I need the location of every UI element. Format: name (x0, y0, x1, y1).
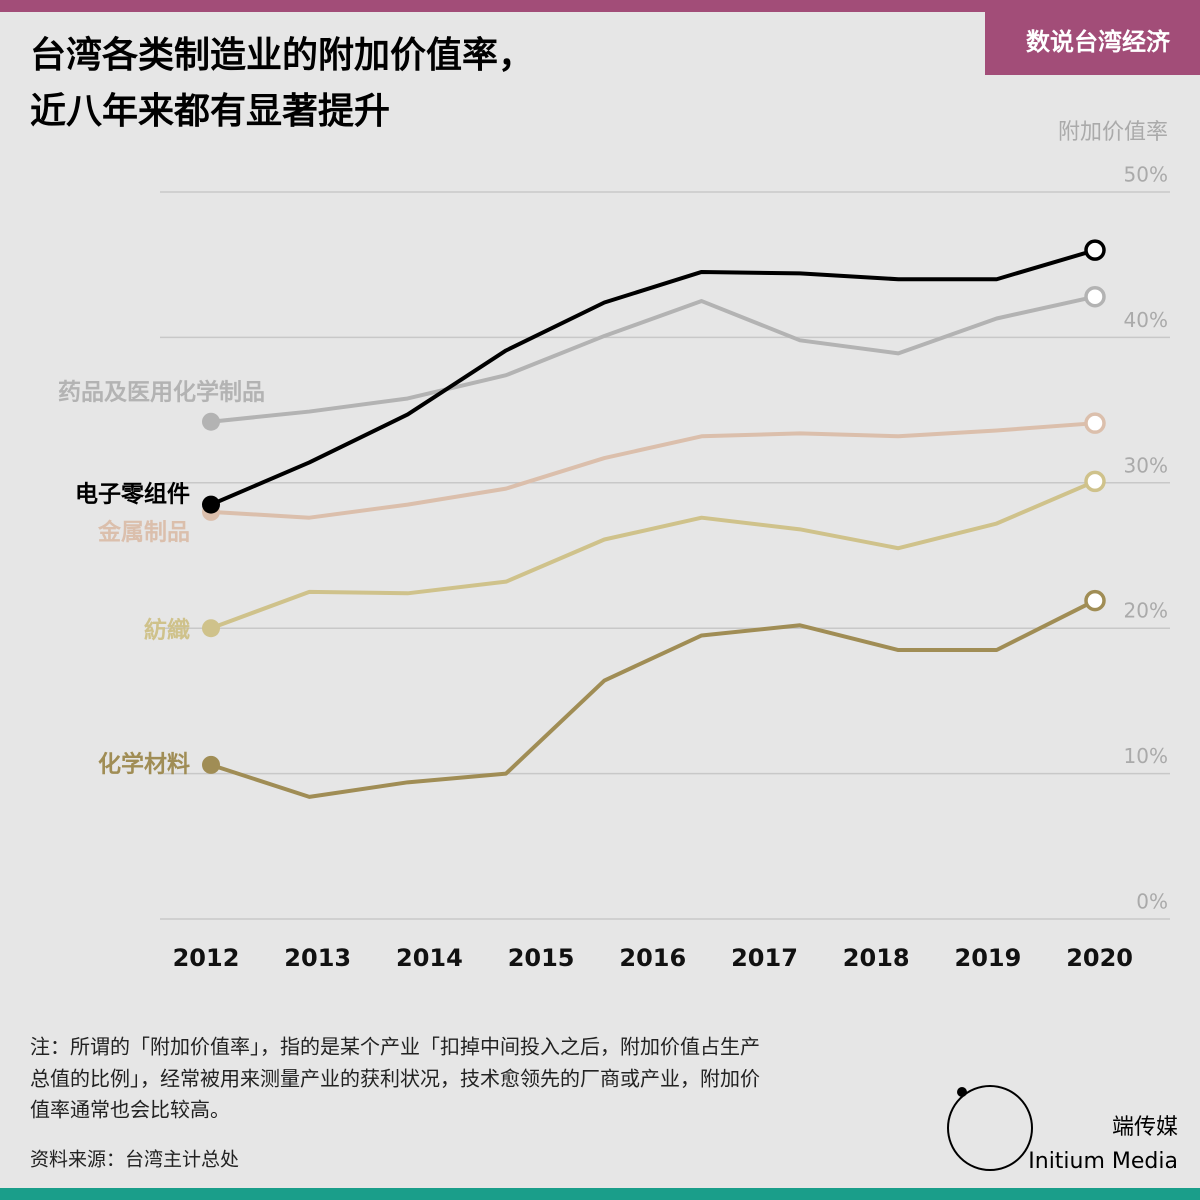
x-tick-label: 2013 (284, 944, 351, 972)
series-label: 紡織 (144, 617, 190, 644)
series-label: 金属制品 (97, 519, 190, 546)
series-line (210, 248, 1096, 507)
y-tick-label: 40% (1124, 308, 1168, 332)
series-line (210, 479, 1096, 631)
note: 总值的比例」，经常被用来测量产业的获利状况，技术愈领先的厂商或产业，附加价 (30, 1067, 760, 1091)
source: 资料来源：台湾主计总处 (30, 1149, 239, 1171)
chart-title: 台湾各类制造业的附加价值率， (30, 34, 534, 76)
y-tick-label: 20% (1124, 599, 1168, 623)
y-tick-label: 50% (1124, 163, 1168, 187)
start-marker (202, 619, 220, 638)
start-marker (202, 495, 220, 514)
start-marker (202, 412, 220, 431)
end-marker (1084, 470, 1106, 493)
bottom-bar (0, 1188, 1200, 1200)
start-marker (202, 755, 220, 774)
x-tick-label: 2017 (731, 944, 798, 972)
x-tick-label: 2020 (1066, 944, 1133, 972)
tag-box (985, 12, 1200, 75)
series-line (210, 294, 1096, 424)
end-marker (1084, 285, 1106, 308)
note: 注：所谓的「附加价值率」，指的是某个产业「扣掉中间投入之后，附加价值占生产 (30, 1035, 760, 1059)
x-tick-label: 2019 (955, 944, 1022, 972)
logo (947, 1085, 1033, 1171)
series-label: 化学材料 (98, 751, 190, 778)
y-tick-label: 0% (1136, 890, 1168, 914)
y-tick-label: 30% (1124, 453, 1168, 477)
x-tick-label: 2016 (619, 944, 686, 972)
note: 值率通常也会比较高。 (30, 1098, 230, 1122)
header-tag: 数说台湾经济 (1026, 28, 1171, 56)
end-marker (1084, 589, 1106, 612)
series-label: 药品及医用化学制品 (58, 379, 265, 406)
x-tick-label: 2015 (508, 944, 575, 972)
end-marker (1084, 412, 1106, 434)
x-tick-label: 2018 (843, 944, 910, 972)
end-marker (1084, 239, 1106, 261)
logo-dot (957, 1087, 967, 1097)
y-tick-label: 10% (1124, 744, 1168, 768)
top-bar (0, 0, 1200, 12)
series-line (210, 421, 1096, 520)
x-tick-label: 2012 (173, 944, 240, 972)
brand-en: Initium Media (1028, 1149, 1178, 1174)
brand: 端传媒 (1112, 1115, 1178, 1140)
series-label: 电子零组件 (75, 481, 190, 508)
x-tick-label: 2014 (396, 944, 463, 972)
y-axis-label: 附加价值率 (1058, 120, 1168, 145)
chart-title: 近八年来都有显著提升 (30, 91, 390, 132)
series-line (210, 598, 1096, 799)
